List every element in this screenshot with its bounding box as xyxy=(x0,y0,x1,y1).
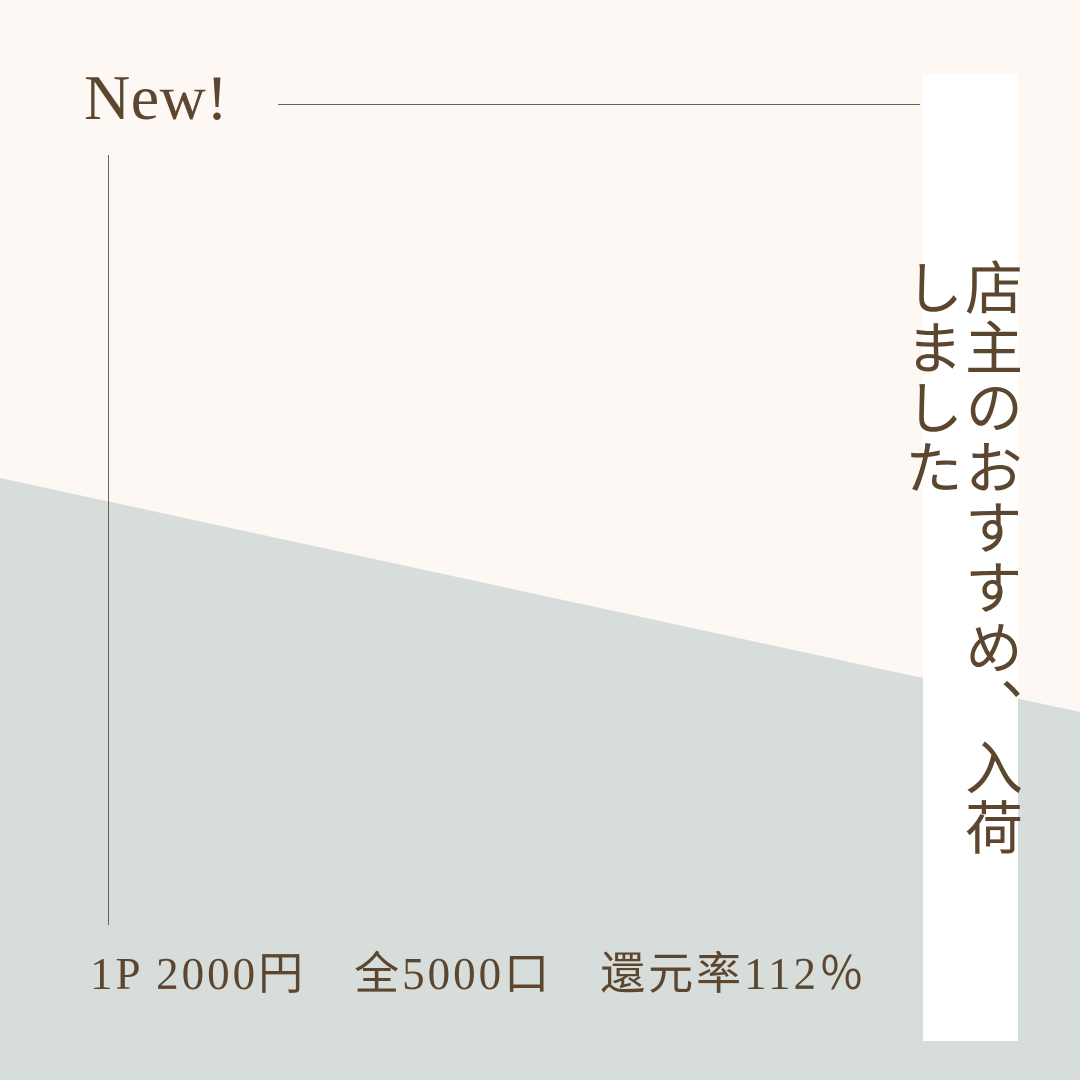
left-divider-rule xyxy=(108,155,109,925)
bottom-details-text: 1P 2000円 全5000口 還元率112％ xyxy=(90,949,867,999)
white-vertical-strip xyxy=(923,74,1018,1041)
vertical-headline-text: 店主のおすすめ、入荷しました xyxy=(895,258,1023,858)
top-divider-rule xyxy=(278,104,920,105)
new-badge-label: New! xyxy=(84,62,229,133)
